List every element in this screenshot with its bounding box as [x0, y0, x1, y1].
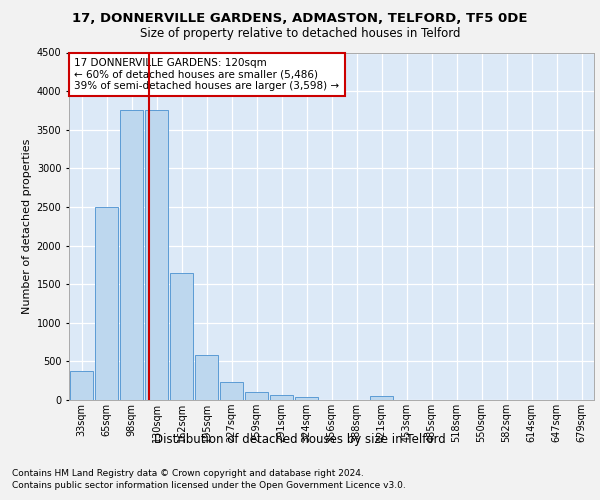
Bar	[270, 396, 293, 400]
Text: 17 DONNERVILLE GARDENS: 120sqm
← 60% of detached houses are smaller (5,486)
39% : 17 DONNERVILLE GARDENS: 120sqm ← 60% of …	[74, 58, 340, 91]
Bar	[220, 382, 243, 400]
Text: 17, DONNERVILLE GARDENS, ADMASTON, TELFORD, TF5 0DE: 17, DONNERVILLE GARDENS, ADMASTON, TELFO…	[72, 12, 528, 26]
Text: Contains public sector information licensed under the Open Government Licence v3: Contains public sector information licen…	[12, 481, 406, 490]
Bar	[95, 207, 118, 400]
Bar	[295, 397, 318, 400]
Bar	[370, 396, 393, 400]
Text: Distribution of detached houses by size in Telford: Distribution of detached houses by size …	[154, 432, 446, 446]
Bar	[145, 110, 168, 400]
Bar	[195, 355, 218, 400]
Bar	[70, 372, 93, 400]
Y-axis label: Number of detached properties: Number of detached properties	[22, 138, 32, 314]
Bar	[170, 274, 193, 400]
Bar	[120, 110, 143, 400]
Bar	[245, 392, 268, 400]
Text: Contains HM Land Registry data © Crown copyright and database right 2024.: Contains HM Land Registry data © Crown c…	[12, 469, 364, 478]
Text: Size of property relative to detached houses in Telford: Size of property relative to detached ho…	[140, 28, 460, 40]
